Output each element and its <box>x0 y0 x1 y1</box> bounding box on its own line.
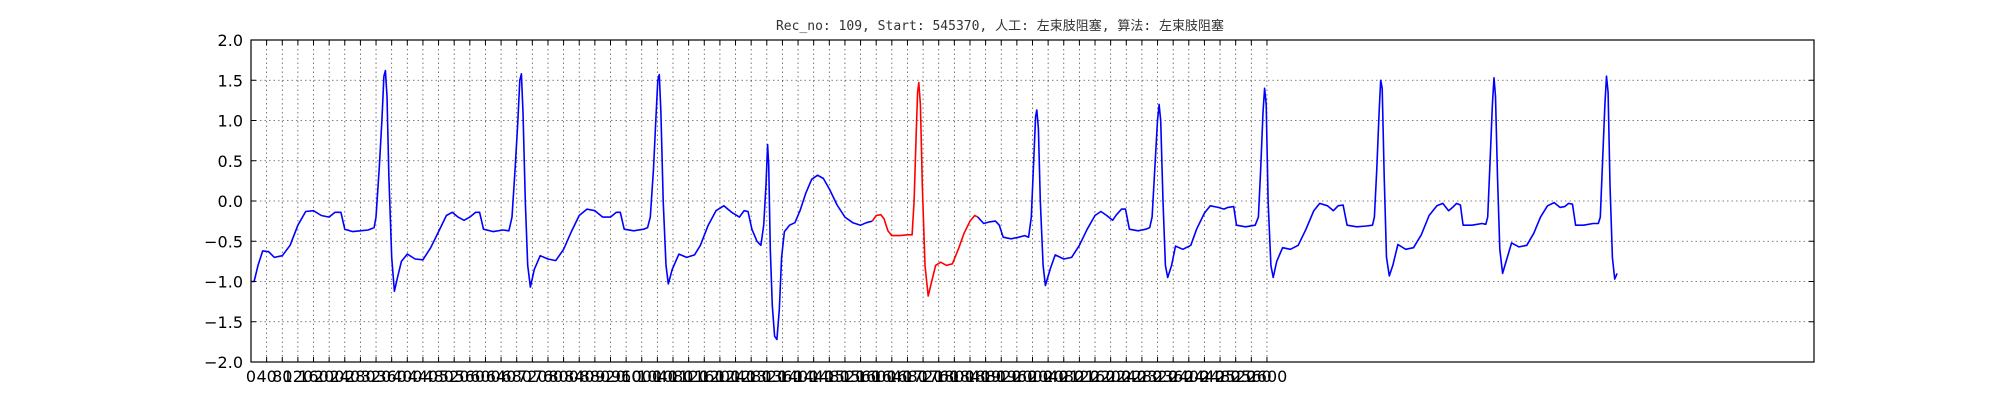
x-tick-label: 1200 <box>700 367 741 386</box>
x-tick-label: 920 <box>595 367 626 386</box>
x-tick-label: 1040 <box>637 367 678 386</box>
x-tick-label: 2160 <box>1075 367 1116 386</box>
ecg-series-line <box>251 69 873 341</box>
x-tick-label: 600 <box>470 367 501 386</box>
x-tick-label: 960 <box>611 367 642 386</box>
y-tick-label: 0.5 <box>218 152 243 171</box>
x-tick-label: 200 <box>314 367 345 386</box>
x-tick-label: 2280 <box>1122 367 1163 386</box>
x-tick-label: 640 <box>486 367 517 386</box>
y-tick-label: −2.0 <box>204 353 243 372</box>
x-tick-label: 2040 <box>1028 367 1069 386</box>
x-tick-label: 400 <box>392 367 423 386</box>
x-tick-label: 40 <box>256 367 276 386</box>
x-tick-label: 2320 <box>1137 367 1178 386</box>
x-tick-label: 1160 <box>684 367 725 386</box>
x-tick-label: 0 <box>246 367 256 386</box>
x-tick-label: 1840 <box>950 367 991 386</box>
x-tick-label: 2360 <box>1153 367 1194 386</box>
x-tick-label: 2080 <box>1043 367 1084 386</box>
x-tick-label: 1280 <box>731 367 772 386</box>
axis-ticks: −2.0−1.5−1.0−0.50.00.51.01.52.00 40801201… <box>204 31 1814 386</box>
x-tick-label: 840 <box>564 367 595 386</box>
x-tick-label: 1760 <box>918 367 959 386</box>
x-tick-label: 1440 <box>793 367 834 386</box>
x-tick-label: 2200 <box>1090 367 1131 386</box>
x-tick-label: 1480 <box>809 367 850 386</box>
x-tick-label: 1560 <box>840 367 881 386</box>
x-tick-label: 800 <box>548 367 579 386</box>
x-tick-label: 880 <box>580 367 611 386</box>
x-tick-label: 2440 <box>1184 367 1225 386</box>
x-tick-label: 2480 <box>1200 367 1241 386</box>
y-tick-label: 1.5 <box>218 71 243 90</box>
x-tick-label: 320 <box>361 367 392 386</box>
ecg-series-line <box>977 75 1618 287</box>
x-tick-label: 80 <box>272 367 292 386</box>
x-tick-label: 2400 <box>1168 367 1209 386</box>
x-tick-label: 360 <box>376 367 407 386</box>
x-tick-label: 1400 <box>778 367 819 386</box>
x-tick-label: 1880 <box>965 367 1006 386</box>
x-tick-label: 1320 <box>746 367 787 386</box>
x-tick-label: 1000 <box>621 367 662 386</box>
x-tick-label: 1720 <box>903 367 944 386</box>
x-tick-label: 1960 <box>997 367 1038 386</box>
x-tick-label: 1360 <box>762 367 803 386</box>
x-tick-label: 1800 <box>934 367 975 386</box>
x-tick-label: 1600 <box>856 367 897 386</box>
x-tick-label: 2560 <box>1231 367 1272 386</box>
y-tick-label: −1.5 <box>204 313 243 332</box>
x-tick-label: 280 <box>345 367 376 386</box>
x-tick-label: 1640 <box>871 367 912 386</box>
x-tick-label: 720 <box>517 367 548 386</box>
plot-lines <box>251 69 1618 341</box>
y-tick-label: 1.0 <box>218 112 243 131</box>
y-tick-label: 0.0 <box>218 192 243 211</box>
x-tick-label: 1240 <box>715 367 756 386</box>
x-tick-label: 120 <box>283 367 314 386</box>
x-tick-label: 2600 <box>1247 367 1288 386</box>
x-tick-label: 2120 <box>1059 367 1100 386</box>
x-tick-label: 1520 <box>825 367 866 386</box>
x-tick-label: 680 <box>501 367 532 386</box>
ecg-series-line <box>871 81 979 297</box>
x-tick-label: 1080 <box>653 367 694 386</box>
x-tick-label: 520 <box>439 367 470 386</box>
x-tick-label: 480 <box>423 367 454 386</box>
x-tick-label: 1120 <box>668 367 709 386</box>
y-tick-label: 2.0 <box>218 31 243 50</box>
y-tick-label: −1.0 <box>204 273 243 292</box>
x-tick-label: 760 <box>533 367 564 386</box>
x-tick-label: 560 <box>455 367 486 386</box>
x-tick-label: 1920 <box>981 367 1022 386</box>
x-tick-label: 160 <box>298 367 329 386</box>
y-tick-label: −0.5 <box>204 232 243 251</box>
x-tick-label: 2520 <box>1215 367 1256 386</box>
chart-title: Rec_no: 109, Start: 545370, 人工: 左束肢阻塞, 算… <box>776 18 1224 34</box>
x-tick-label: 240 <box>330 367 361 386</box>
x-tick-label: 1680 <box>887 367 928 386</box>
x-tick-label: 2240 <box>1106 367 1147 386</box>
x-tick-label: 440 <box>408 367 439 386</box>
x-tick-label: 2000 <box>1012 367 1053 386</box>
